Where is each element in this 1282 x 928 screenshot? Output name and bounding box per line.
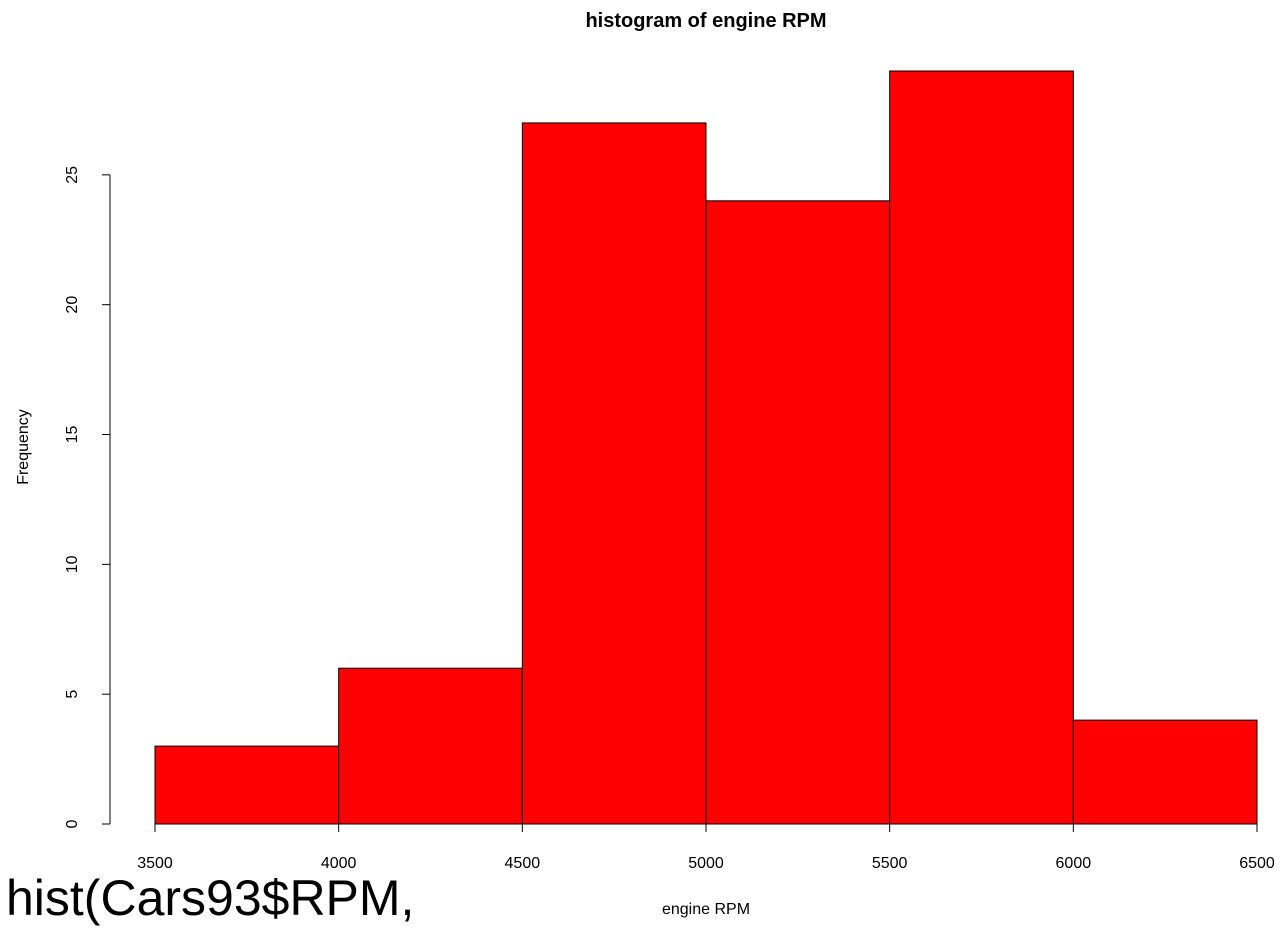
histogram-bar-2 bbox=[338, 667, 523, 825]
y-tick-label: 15 bbox=[64, 426, 81, 444]
y-axis-label: Frequency bbox=[15, 409, 32, 485]
y-tick-label: 20 bbox=[64, 296, 81, 314]
y-axis: 0 5 10 15 20 25 bbox=[64, 166, 111, 828]
y-tick-label: 10 bbox=[64, 555, 81, 573]
code-overlay-text: hist(Cars93$RPM, bbox=[6, 870, 415, 926]
x-tick-label: 5000 bbox=[688, 855, 724, 872]
y-tick-label: 0 bbox=[64, 819, 81, 828]
chart-title: histogram of engine RPM bbox=[585, 10, 826, 32]
histogram-bar-5 bbox=[889, 70, 1074, 825]
histogram-bar-3 bbox=[521, 122, 707, 825]
y-tick-label: 5 bbox=[64, 690, 81, 699]
histogram-bar-6 bbox=[1072, 719, 1258, 825]
x-axis-label: engine RPM bbox=[662, 901, 750, 918]
x-tick-label: 4000 bbox=[321, 855, 357, 872]
x-axis: 3500 4000 4500 5000 5500 6000 6500 bbox=[137, 823, 1275, 872]
x-tick-label: 3500 bbox=[137, 855, 173, 872]
x-tick-label: 5500 bbox=[872, 855, 908, 872]
bars-group bbox=[154, 70, 1258, 825]
y-tick-label: 25 bbox=[64, 166, 81, 184]
histogram-bar-4 bbox=[705, 200, 891, 825]
histogram-bar-1 bbox=[154, 745, 340, 825]
x-tick-label: 6000 bbox=[1056, 855, 1092, 872]
x-tick-label: 4500 bbox=[505, 855, 541, 872]
x-tick-label: 6500 bbox=[1239, 855, 1275, 872]
